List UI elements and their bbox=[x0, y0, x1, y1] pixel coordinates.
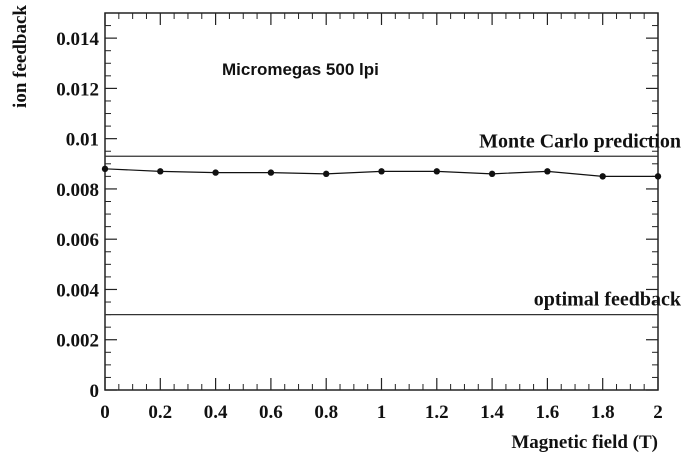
reference-line-label: optimal feedback bbox=[534, 289, 682, 311]
x-tick-label: 0.4 bbox=[204, 402, 228, 423]
y-tick-label: 0.006 bbox=[56, 230, 99, 251]
data-point bbox=[212, 169, 219, 176]
x-tick-label: 0.2 bbox=[148, 402, 172, 423]
y-axis-ticks bbox=[105, 25, 658, 391]
data-point bbox=[157, 168, 164, 175]
y-axis-title: ion feedback bbox=[10, 5, 31, 108]
y-tick-label: 0.002 bbox=[56, 331, 99, 352]
data-point bbox=[101, 165, 109, 173]
chart-title: Micromegas 500 lpi bbox=[222, 60, 379, 79]
x-axis-tick-labels: 0 0.2 0.4 0.6 0.8 1 1.2 1.4 1.6 1.8 2 bbox=[100, 402, 663, 423]
x-tick-label: 0.6 bbox=[259, 402, 283, 423]
x-tick-label: 1 bbox=[377, 402, 387, 423]
data-point bbox=[488, 170, 496, 178]
x-tick-label: 0 bbox=[100, 402, 110, 423]
x-tick-label: 1.6 bbox=[536, 402, 560, 423]
reference-lines: Monte Carlo prediction optimal feedback bbox=[105, 130, 682, 316]
reference-line-label: Monte Carlo prediction bbox=[479, 130, 681, 152]
data-point bbox=[544, 168, 551, 175]
y-tick-label: 0.004 bbox=[56, 280, 99, 301]
data-point bbox=[433, 168, 440, 175]
y-axis-tick-labels: 0 0.002 0.004 0.006 0.008 0.01 0.012 0.014 bbox=[56, 29, 99, 402]
y-tick-label: 0.008 bbox=[56, 180, 99, 201]
y-tick-label: 0.014 bbox=[56, 29, 99, 50]
y-tick-label: 0.01 bbox=[66, 130, 99, 151]
series-layer bbox=[101, 165, 662, 180]
data-point bbox=[654, 173, 662, 180]
x-axis-ticks bbox=[104, 13, 659, 390]
x-tick-label: 0.8 bbox=[314, 402, 338, 423]
y-tick-label: 0 bbox=[90, 381, 100, 402]
data-point bbox=[323, 170, 330, 178]
data-point bbox=[267, 169, 275, 176]
data-point bbox=[599, 173, 606, 180]
plot-frame bbox=[104, 12, 659, 391]
x-tick-label: 1.4 bbox=[480, 402, 504, 423]
x-tick-label: 1.8 bbox=[591, 402, 615, 423]
x-axis-title: Magnetic field (T) bbox=[511, 432, 658, 453]
data-point bbox=[378, 168, 385, 175]
x-tick-label: 1.2 bbox=[425, 402, 449, 423]
y-tick-label: 0.012 bbox=[56, 79, 99, 100]
x-tick-label: 2 bbox=[653, 402, 663, 423]
